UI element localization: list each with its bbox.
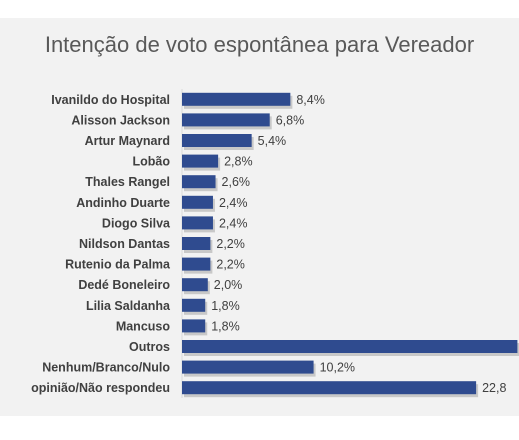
category-label-nildson-dantas: Nildson Dantas xyxy=(79,237,170,251)
bar-nenhum-branco-nulo xyxy=(182,360,314,374)
value-label-rutenio-da-palma: 2,2% xyxy=(216,258,245,272)
bar-opiniao-nao-respondeu xyxy=(182,381,477,395)
value-label-nenhum-branco-nulo: 10,2% xyxy=(320,361,355,375)
category-label-nenhum-branco-nulo: Nenhum/Branco/Nulo xyxy=(42,361,170,375)
category-label-thales-rangel: Thales Rangel xyxy=(85,175,170,189)
category-label-artur-maynard: Artur Maynard xyxy=(85,134,170,148)
bar-ivanildo-do-hospital xyxy=(182,92,291,106)
category-label-lilia-saldanha: Lilia Saldanha xyxy=(86,299,171,313)
category-label-diogo-silva: Diogo Silva xyxy=(102,216,171,230)
bar-diogo-silva xyxy=(182,216,213,230)
category-label-ivanildo-do-hospital: Ivanildo do Hospital xyxy=(51,93,170,107)
bar-dede-boneleiro xyxy=(182,278,208,292)
bar-artur-maynard xyxy=(182,134,252,147)
value-label-dede-boneleiro: 2,0% xyxy=(214,278,243,292)
category-label-andinho-duarte: Andinho Duarte xyxy=(76,196,170,210)
value-label-opiniao-nao-respondeu: 22,8 xyxy=(482,381,506,395)
bar-thales-rangel xyxy=(182,175,216,189)
bar-lilia-saldanha xyxy=(182,298,206,312)
value-label-ivanildo-do-hospital: 8,4% xyxy=(296,93,325,107)
chart-title: Intenção de voto espontânea para Vereado… xyxy=(44,32,475,57)
category-label-opiniao-nao-respondeu: opinião/Não respondeu xyxy=(31,381,170,395)
value-label-nildson-dantas: 2,2% xyxy=(216,237,245,251)
value-label-diogo-silva: 2,4% xyxy=(219,216,248,230)
category-label-dede-boneleiro: Dedé Boneleiro xyxy=(78,278,170,292)
value-label-andinho-duarte: 2,4% xyxy=(219,196,248,210)
bar-lobao xyxy=(182,154,219,168)
category-label-alisson-jackson: Alisson Jackson xyxy=(71,113,170,127)
value-label-artur-maynard: 5,4% xyxy=(258,134,287,148)
category-label-mancuso: Mancuso xyxy=(116,319,171,333)
category-label-rutenio-da-palma: Rutenio da Palma xyxy=(65,258,171,272)
value-label-lilia-saldanha: 1,8% xyxy=(211,299,240,313)
bar-outros xyxy=(182,340,518,353)
bar-rutenio-da-palma xyxy=(182,257,211,271)
category-label-outros: Outros xyxy=(129,340,170,354)
bar-mancuso xyxy=(182,319,206,333)
value-label-alisson-jackson: 6,8% xyxy=(276,113,305,127)
category-label-lobao: Lobão xyxy=(133,155,171,169)
bar-andinho-duarte xyxy=(182,195,213,209)
value-label-lobao: 2,8% xyxy=(224,155,253,169)
bar-alisson-jackson xyxy=(182,113,270,127)
value-label-mancuso: 1,8% xyxy=(211,319,240,333)
value-label-thales-rangel: 2,6% xyxy=(222,175,251,189)
bar-nildson-dantas xyxy=(182,237,211,250)
